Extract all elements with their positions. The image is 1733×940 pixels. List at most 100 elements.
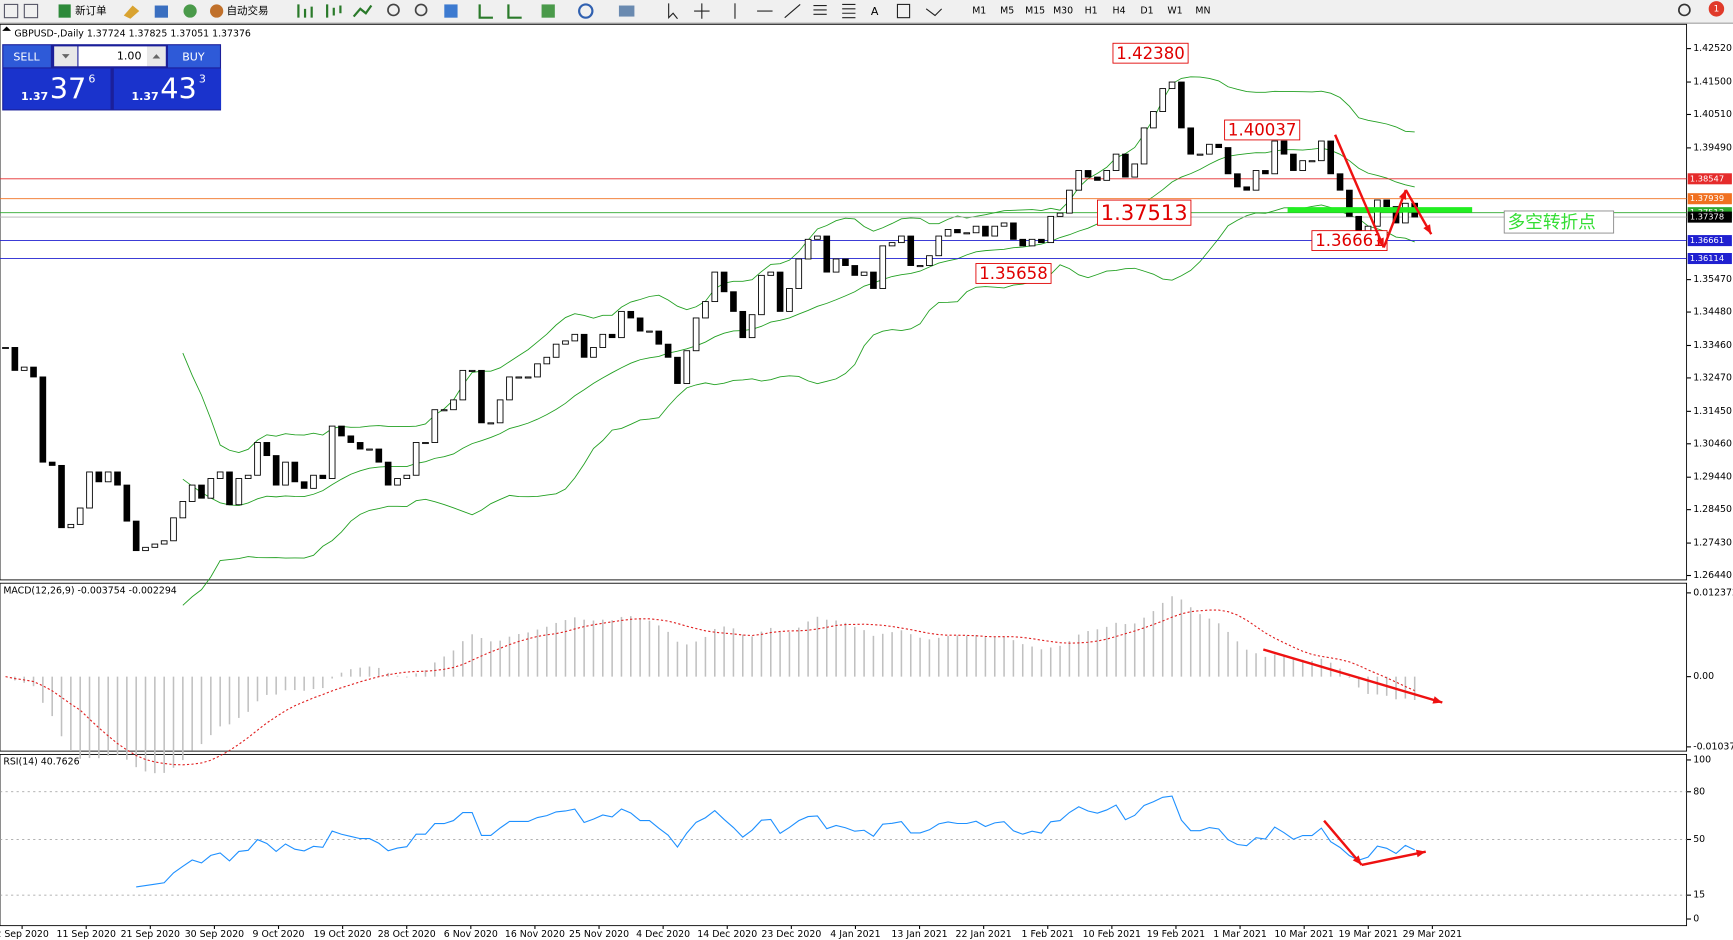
date-label: 19 Oct 2020 xyxy=(314,929,372,940)
candle xyxy=(1234,173,1241,188)
candle xyxy=(1019,238,1027,247)
candle xyxy=(1206,143,1213,155)
candle xyxy=(95,471,103,483)
candle xyxy=(702,301,709,319)
annotation-box xyxy=(975,263,1052,284)
date-label: 4 Dec 2020 xyxy=(636,929,690,940)
candle xyxy=(30,366,37,378)
price-annotation: 1.37513 xyxy=(1101,201,1188,225)
trend-arrow-head xyxy=(1376,237,1384,248)
buy-button[interactable] xyxy=(167,45,220,68)
candle xyxy=(1150,111,1157,129)
candle xyxy=(608,333,616,339)
candle xyxy=(767,271,775,276)
candle xyxy=(739,310,747,339)
price-annotation: 1.35658 xyxy=(979,264,1048,283)
rsi-tick-label: 50 xyxy=(1693,834,1705,845)
date-label: 25 Nov 2020 xyxy=(569,929,629,940)
bollinger-band xyxy=(182,76,1415,453)
date-label: 10 Feb 2021 xyxy=(1083,929,1141,940)
candle xyxy=(515,376,523,379)
date-label: 2 Sep 2020 xyxy=(0,929,49,940)
candle xyxy=(683,350,691,384)
candle xyxy=(1038,238,1045,244)
timeframe[interactable]: W1 xyxy=(1167,6,1182,17)
timeframe[interactable]: MN xyxy=(1195,6,1210,17)
sell-label[interactable]: SELL xyxy=(13,50,40,63)
timeframe[interactable]: D1 xyxy=(1140,6,1153,17)
candle xyxy=(142,546,149,552)
timeframe[interactable]: M30 xyxy=(1053,6,1073,17)
date-label: 4 Jan 2021 xyxy=(830,929,880,940)
candle xyxy=(916,265,924,268)
candle xyxy=(870,271,877,289)
auto-trading[interactable]: 自动交易 xyxy=(227,4,269,17)
price-label: 1.35470 xyxy=(1693,274,1732,285)
lot-size[interactable]: 1.00 xyxy=(117,49,142,62)
timeframe[interactable]: H1 xyxy=(1085,6,1098,17)
candle xyxy=(963,232,971,235)
rsi-arrow-head xyxy=(1352,855,1362,865)
candle xyxy=(842,258,849,266)
bollinger-band xyxy=(182,204,1415,606)
notification-count[interactable]: 1 xyxy=(1714,4,1720,14)
candle xyxy=(1168,81,1176,90)
date-label: 10 Mar 2021 xyxy=(1274,929,1333,940)
date-label: 1 Feb 2021 xyxy=(1022,929,1074,940)
buy-fraction: 3 xyxy=(199,73,206,86)
candle xyxy=(1252,170,1260,191)
candle xyxy=(114,471,121,486)
date-label: 6 Nov 2020 xyxy=(444,929,498,940)
candle xyxy=(823,235,831,273)
level-box xyxy=(1687,211,1732,223)
candle xyxy=(1140,127,1148,165)
candle xyxy=(198,484,205,499)
candle xyxy=(814,235,821,240)
timeframe[interactable]: H4 xyxy=(1113,6,1126,17)
buy-label[interactable]: BUY xyxy=(182,50,205,63)
candle xyxy=(730,291,737,312)
candle xyxy=(720,271,728,293)
candle xyxy=(496,399,504,424)
rsi-pane xyxy=(0,753,1688,927)
sell-button[interactable] xyxy=(3,45,51,68)
new-order[interactable]: 新订单 xyxy=(75,4,106,17)
candle xyxy=(972,225,980,234)
sell-prefix: 1.37 xyxy=(21,90,48,103)
toolbar xyxy=(0,0,1733,24)
date-label: 1 Mar 2021 xyxy=(1213,929,1267,940)
candle xyxy=(888,242,896,247)
level-label: 1.37939 xyxy=(1690,193,1724,203)
level-box xyxy=(1687,173,1732,185)
candle xyxy=(67,523,75,529)
candle xyxy=(1028,238,1036,247)
candle xyxy=(300,481,308,489)
timeframe[interactable]: M1 xyxy=(972,6,986,17)
candle xyxy=(468,369,476,372)
rsi-tick-label: 0 xyxy=(1693,914,1699,925)
candle xyxy=(151,543,159,548)
date-label: 16 Nov 2020 xyxy=(505,929,565,940)
macd-header: MACD(12,26,9) -0.003754 -0.002294 xyxy=(3,585,176,596)
candle xyxy=(879,245,887,289)
candle xyxy=(590,347,597,358)
candle xyxy=(459,369,467,401)
candle xyxy=(1075,170,1083,191)
candle xyxy=(786,288,793,312)
rsi-tick-label: 80 xyxy=(1693,786,1705,797)
timeframe[interactable]: M15 xyxy=(1025,6,1045,17)
candle xyxy=(188,484,196,502)
candle xyxy=(832,258,840,273)
timeframe[interactable]: M5 xyxy=(1000,6,1014,17)
macd-arrow xyxy=(1262,648,1443,704)
price-annotation: 1.36661 xyxy=(1315,231,1384,250)
candle xyxy=(991,225,999,237)
price-label: 1.39490 xyxy=(1693,142,1732,153)
candle xyxy=(422,442,429,445)
candle xyxy=(104,471,112,483)
candle xyxy=(338,425,345,437)
date-label: 30 Sep 2020 xyxy=(185,929,244,940)
candle xyxy=(1094,176,1101,181)
candle xyxy=(394,478,401,486)
